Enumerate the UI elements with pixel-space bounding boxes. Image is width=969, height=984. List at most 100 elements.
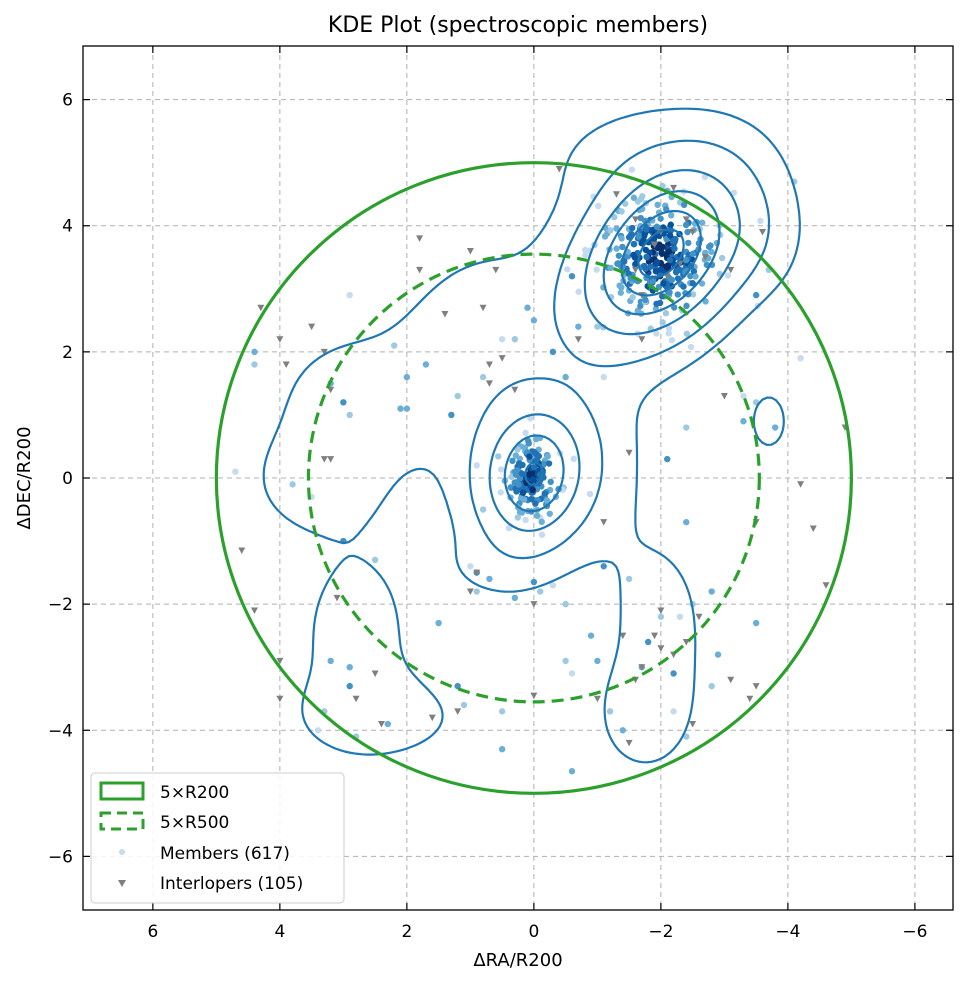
member-point [670,304,678,311]
member-point [454,392,461,400]
legend-marker-members [119,849,125,855]
interloper-point [320,348,328,356]
member-point [611,213,618,221]
member-point [593,266,600,273]
member-point [659,293,666,300]
member-point [683,330,691,337]
member-point [514,446,521,453]
member-point [538,518,545,526]
plot-area [214,107,853,795]
interloper-point [276,336,284,343]
legend-marker-interlopers [118,880,126,887]
member-point [631,254,639,261]
member-point [529,476,537,483]
member-point [575,323,582,330]
member-point [707,242,714,249]
kde-contour-level [637,228,685,279]
member-point [647,263,654,270]
member-point [657,215,664,222]
member-point [564,266,571,273]
interloper-point [530,692,538,700]
interloper-point [574,336,582,343]
kde-contour-level [488,169,741,532]
interloper-point [466,588,474,596]
interloper-point [485,361,493,368]
interloper-point [612,191,620,198]
member-point [616,282,623,289]
interloper-point [651,632,659,640]
member-point [525,471,533,478]
member-point [532,450,540,458]
member-point [668,276,676,284]
member-point [730,189,738,196]
y-tick-label: 4 [62,217,73,237]
member-point [724,272,732,279]
interloper-point [492,266,500,274]
member-point [544,452,551,460]
legend-label-r500: 5×R500 [160,813,229,833]
member-point [600,563,607,570]
x-axis-label: ΔRA/R200 [473,950,562,971]
circle-5r500 [306,252,761,704]
member-point [498,708,506,715]
member-point [658,250,666,257]
member-point [497,489,504,496]
member-point [685,239,692,247]
member-point [530,317,538,324]
member-point [664,262,672,269]
member-point [668,337,676,344]
member-point [524,304,531,311]
member-point [586,490,594,498]
member-point [525,437,532,445]
member-point [520,496,528,503]
member-point [682,221,690,229]
member-point [518,470,526,477]
interloper-point [600,519,608,526]
interloper-point [809,525,817,532]
interloper-point [377,720,385,728]
member-point [511,594,519,602]
member-point [232,468,239,475]
member-point [479,506,487,513]
member-point [562,373,569,381]
member-point [575,288,582,295]
legend-box [90,772,345,904]
member-point [708,682,715,690]
member-point [683,424,690,431]
member-point [479,373,487,381]
member-point [528,495,535,503]
member-point [652,268,660,275]
member-point [659,243,666,251]
member-point [666,256,674,264]
member-point [613,225,620,232]
member-point [403,405,411,412]
member-point [522,516,529,524]
member-point [698,219,706,226]
interloper-point [428,714,436,722]
member-point [622,200,629,207]
member-point [619,243,626,251]
kde-contour-level [503,190,721,513]
member-point [497,466,505,473]
interloper-point [797,481,805,488]
member-point [680,283,687,290]
member-point [771,424,779,431]
member-point [594,323,601,330]
member-point [797,354,804,362]
interloper-point [695,613,703,621]
member-point [495,453,502,460]
member-point [643,253,650,261]
interloper-point [670,184,678,192]
interloper-point [257,304,265,312]
radius-circles [214,161,853,795]
member-point [526,453,533,460]
member-point [600,373,607,381]
member-point [568,670,576,677]
member-point [665,330,672,337]
member-point [684,228,691,236]
grid-lines [83,46,953,910]
member-point [752,619,760,627]
legend-label-interlopers: Interlopers (105) [160,874,303,894]
member-point [346,291,353,299]
member-point [606,708,614,715]
